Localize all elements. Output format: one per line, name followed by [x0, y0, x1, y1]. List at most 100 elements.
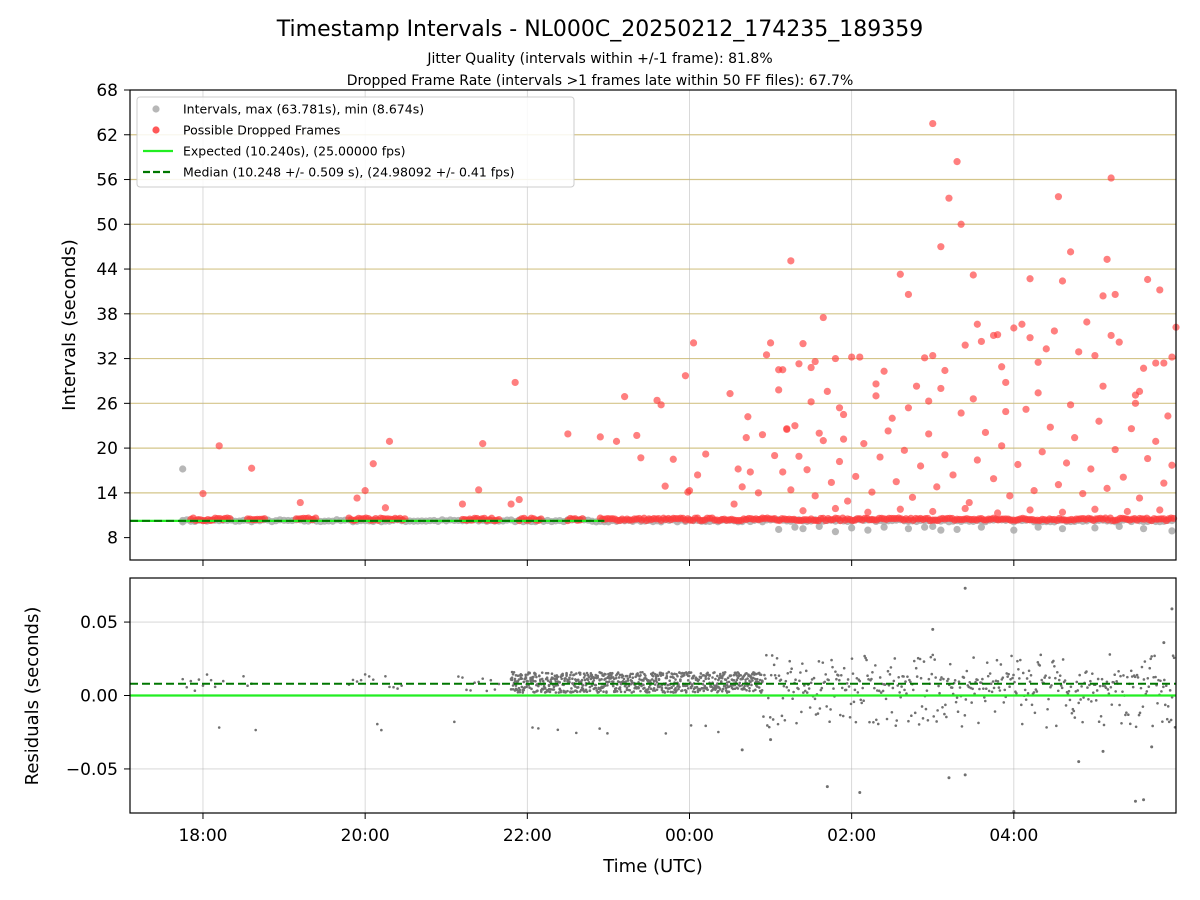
residual-point — [526, 673, 529, 676]
residual-point — [978, 687, 981, 691]
interval-point — [1168, 527, 1176, 535]
residual-point — [663, 691, 667, 694]
residual-point — [565, 674, 568, 678]
residual-point — [993, 710, 997, 713]
residual-point — [1055, 724, 1058, 728]
residual-point — [821, 661, 825, 664]
residual-point — [847, 685, 851, 688]
residual-point — [1077, 760, 1081, 764]
dropped-frame-point — [961, 341, 969, 349]
residual-point — [553, 677, 557, 680]
residual-point — [485, 689, 489, 693]
residual-point — [461, 676, 464, 679]
residual-point — [698, 688, 702, 691]
residual-point — [610, 671, 614, 675]
residual-point — [1164, 684, 1168, 688]
residual-point — [546, 671, 550, 675]
residual-point — [795, 721, 798, 725]
residual-point — [1094, 699, 1098, 702]
residual-point — [556, 675, 560, 679]
residual-point — [1118, 703, 1121, 707]
residual-point — [895, 719, 899, 722]
residual-point — [185, 685, 189, 689]
residual-point — [363, 673, 367, 676]
residual-point — [790, 667, 793, 670]
residual-point — [1133, 799, 1137, 803]
residual-point — [1033, 711, 1037, 715]
residual-point — [725, 681, 729, 684]
residual-point — [1129, 669, 1133, 673]
residual-point — [568, 676, 571, 679]
dropped-frame-point — [998, 363, 1006, 371]
dropped-frame-point — [929, 507, 937, 516]
dropped-frame-point — [779, 468, 787, 476]
residual-point — [1101, 684, 1105, 688]
residual-point — [465, 688, 468, 692]
residual-point — [639, 689, 642, 693]
residual-point — [632, 690, 636, 693]
intervals-ytick-label: 68 — [96, 81, 118, 101]
dropped-frame-point — [1099, 382, 1107, 390]
residual-point — [719, 688, 722, 691]
residual-point — [686, 687, 690, 690]
residual-point — [359, 678, 363, 682]
dropped-frame-point — [916, 462, 925, 470]
residual-point — [534, 672, 537, 676]
residual-point — [604, 677, 607, 681]
dropped-frame-point — [925, 397, 933, 405]
dropped-frame-point — [1087, 465, 1095, 473]
residual-point — [651, 674, 655, 678]
residual-point — [549, 680, 553, 684]
residual-point — [894, 724, 898, 727]
residual-point — [605, 690, 608, 693]
dropped-frame-point — [941, 366, 949, 375]
residual-point — [509, 688, 513, 691]
dropped-frame-point — [921, 354, 929, 362]
residual-point — [839, 713, 842, 717]
residual-point — [801, 662, 804, 665]
residual-point — [972, 656, 975, 659]
dropped-frame-point — [369, 460, 377, 468]
dropped-frame-point — [1168, 353, 1176, 361]
residual-point — [532, 675, 535, 679]
dropped-frame-point — [1103, 255, 1111, 263]
residual-point — [864, 656, 867, 660]
residual-point — [678, 685, 681, 689]
residual-point — [831, 665, 834, 669]
residual-point — [1099, 714, 1103, 718]
residual-point — [608, 680, 611, 683]
residual-point — [497, 682, 501, 686]
residual-point — [1145, 690, 1149, 693]
residual-point — [1009, 677, 1012, 681]
residual-point — [570, 687, 573, 690]
dropped-frame-point — [1160, 479, 1168, 487]
residual-point — [840, 686, 844, 690]
residual-point — [802, 691, 805, 694]
residual-point — [559, 690, 563, 694]
residual-point — [828, 720, 831, 724]
intervals-ytick-label: 14 — [96, 484, 118, 504]
residual-point — [524, 677, 527, 680]
residual-point — [588, 685, 592, 689]
residual-point — [554, 691, 558, 694]
dropped-frame-point — [215, 442, 223, 450]
residual-point — [597, 690, 600, 694]
intervals-ytick-label: 8 — [107, 529, 118, 549]
residual-point — [1159, 679, 1162, 683]
residual-point — [929, 655, 933, 659]
residual-point — [642, 679, 645, 682]
residual-point — [1056, 689, 1060, 693]
residual-point — [703, 687, 707, 690]
residual-point — [596, 676, 599, 679]
dropped-frame-point — [937, 243, 945, 251]
residual-point — [759, 691, 763, 694]
residual-point — [912, 659, 916, 663]
residual-point — [870, 677, 873, 681]
residual-point — [891, 686, 895, 690]
residual-point — [860, 701, 864, 705]
residual-point — [706, 671, 709, 675]
residual-point — [617, 676, 621, 679]
residual-point — [976, 678, 979, 682]
residual-point — [780, 714, 784, 718]
residual-point — [681, 671, 684, 675]
